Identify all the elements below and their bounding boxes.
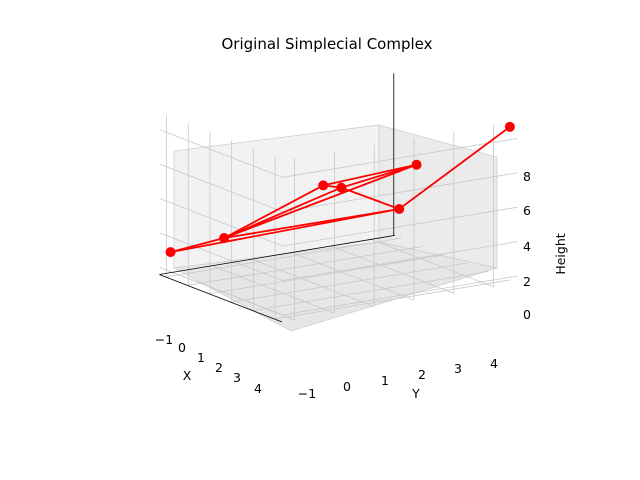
grid-line <box>211 265 335 314</box>
vertex-point <box>318 180 329 191</box>
grid-line <box>159 267 283 316</box>
z-tick-label: 8 <box>523 169 531 184</box>
vertex-point <box>411 159 422 170</box>
grid-line <box>159 198 283 247</box>
vertex-point <box>336 182 347 193</box>
x-tick-label: 2 <box>215 360 223 375</box>
x-axis-line <box>159 274 283 323</box>
edge-line <box>340 186 400 210</box>
edge-line <box>223 163 417 239</box>
vertex-point <box>394 204 405 214</box>
z-axis-label: Height <box>553 233 568 274</box>
edge-line <box>223 184 324 239</box>
x-tick-label: 3 <box>233 370 241 385</box>
y-tick-label: 2 <box>418 367 426 382</box>
grid-line <box>282 206 518 247</box>
grid-line <box>159 129 283 178</box>
y-axis-line <box>159 235 395 275</box>
edge-line <box>398 126 511 210</box>
z-tick-label: 0 <box>523 307 531 322</box>
z-tick-label: 6 <box>523 203 531 218</box>
z-tick-labels: 0 2 4 6 8 <box>523 169 531 322</box>
y-tick-label: −1 <box>298 386 316 401</box>
pane-group <box>172 124 499 332</box>
chart-title: Original Simplecial Complex <box>221 35 432 53</box>
y-tick-label: 0 <box>343 379 351 394</box>
y-axis-label: Y <box>411 386 420 401</box>
grid-line <box>274 279 510 320</box>
x-tick-label: 1 <box>197 350 205 365</box>
grid-line <box>209 254 445 295</box>
vertex-points <box>165 121 515 258</box>
edge-line <box>223 186 342 239</box>
grid-line <box>231 262 467 303</box>
x-tick-label: 0 <box>178 340 186 355</box>
vertex-point <box>165 247 176 258</box>
edge-line <box>341 163 417 189</box>
y-tick-labels: −1 0 1 2 3 4 <box>298 356 498 401</box>
y-tick-label: 4 <box>490 356 498 371</box>
vertex-point <box>219 233 230 244</box>
z-tick-label: 2 <box>523 274 531 289</box>
grid-line <box>282 137 518 178</box>
grid-line <box>282 241 518 281</box>
grid-line <box>331 245 454 294</box>
grid-line <box>159 232 283 281</box>
grid-line <box>282 172 518 213</box>
edge-lines <box>170 126 511 254</box>
x-tick-labels: −1 0 1 2 3 4 <box>155 332 262 396</box>
grid-line <box>253 271 489 311</box>
grid-line <box>188 245 424 286</box>
grid-lines <box>159 115 518 321</box>
grid-line <box>251 258 375 307</box>
z-tick-label: 4 <box>523 239 531 254</box>
grid-line <box>159 163 283 213</box>
edge-line <box>223 208 400 239</box>
grid-line <box>291 252 415 301</box>
grid-line <box>282 275 518 316</box>
grid-line <box>370 238 494 288</box>
x-axis-label: X <box>183 368 192 383</box>
vertex-point <box>504 121 515 132</box>
grid-line <box>166 237 402 278</box>
y-tick-label: 1 <box>381 373 389 388</box>
axis-lines <box>159 73 395 323</box>
y-tick-label: 3 <box>454 361 462 376</box>
x-tick-label: 4 <box>254 381 262 396</box>
edge-line <box>323 163 417 187</box>
x-tick-label: −1 <box>155 332 173 347</box>
